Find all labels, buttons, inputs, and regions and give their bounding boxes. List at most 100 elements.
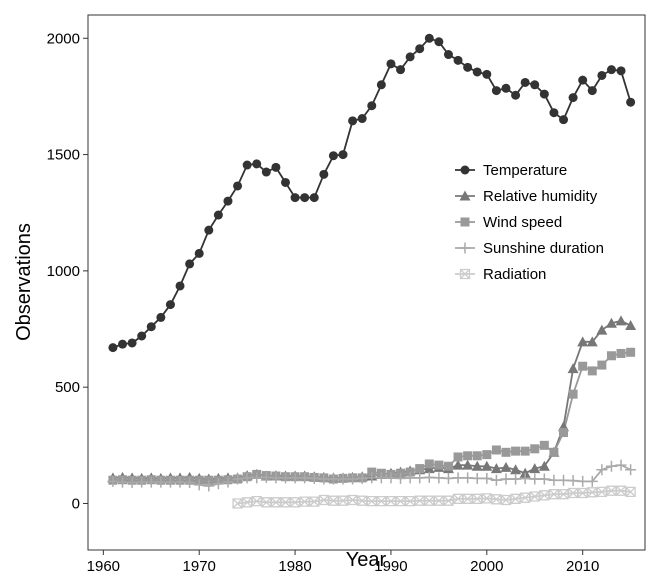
point (549, 108, 559, 118)
point (500, 473, 512, 485)
point (242, 160, 252, 170)
point (356, 472, 368, 484)
point (539, 440, 549, 450)
point (471, 460, 483, 471)
point (606, 65, 616, 75)
point (348, 116, 358, 126)
point (443, 495, 454, 506)
point (491, 445, 501, 455)
point (501, 447, 511, 457)
point (481, 472, 493, 484)
legend-marker (459, 242, 471, 254)
point (136, 476, 148, 488)
x-axis-label: Year (346, 549, 387, 571)
point (184, 477, 196, 489)
point (520, 446, 530, 456)
point (615, 315, 627, 326)
point (472, 451, 482, 461)
x-tick-label: 1980 (278, 558, 311, 571)
point (510, 473, 522, 485)
legend-label: Wind speed (483, 214, 562, 231)
point (520, 492, 531, 503)
point (586, 475, 598, 487)
point (165, 300, 175, 310)
point (424, 459, 434, 469)
point (337, 473, 349, 485)
point (606, 351, 616, 361)
point (337, 495, 349, 506)
point (414, 472, 426, 484)
point (174, 476, 186, 488)
point (137, 331, 147, 341)
point (625, 320, 637, 331)
point (405, 52, 415, 62)
point (309, 496, 320, 507)
point (462, 472, 474, 484)
point (118, 339, 128, 349)
point (386, 59, 396, 69)
point (433, 472, 445, 484)
point (415, 464, 425, 474)
point (328, 151, 338, 161)
point (289, 472, 301, 484)
point (587, 366, 597, 376)
point (596, 464, 608, 476)
point (347, 473, 359, 485)
point (529, 463, 541, 474)
point (204, 475, 214, 485)
legend-marker (459, 190, 471, 201)
point (626, 347, 636, 357)
y-tick-label: 1500 (47, 147, 80, 164)
point (616, 66, 626, 76)
point (309, 193, 319, 203)
point (472, 67, 482, 77)
x-tick-label: 2010 (566, 558, 599, 571)
legend-marker (459, 268, 471, 280)
point (117, 476, 129, 488)
point (185, 259, 195, 269)
point (482, 69, 492, 79)
point (538, 460, 550, 471)
legend-marker (460, 217, 470, 227)
point (577, 475, 589, 487)
point (261, 167, 271, 177)
point (577, 487, 588, 499)
point (251, 472, 263, 484)
point (193, 479, 205, 491)
point (605, 460, 617, 472)
point (299, 472, 311, 484)
point (586, 336, 598, 347)
point (367, 467, 377, 477)
point (357, 114, 367, 124)
point (203, 480, 215, 492)
point (625, 464, 637, 476)
point (501, 83, 511, 93)
y-axis-label: Observations (13, 223, 35, 341)
point (578, 75, 588, 85)
point (558, 474, 570, 486)
point (404, 472, 416, 484)
plot-frame (87, 14, 646, 551)
point (175, 281, 185, 291)
point (482, 450, 492, 460)
point (434, 460, 444, 470)
point (241, 497, 253, 508)
point (223, 196, 233, 206)
point (500, 461, 512, 472)
legend-label: Relative humidity (483, 188, 598, 205)
y-tick-label: 500 (55, 379, 80, 396)
point (164, 476, 176, 488)
point (145, 476, 157, 488)
point (367, 101, 377, 111)
point (511, 90, 521, 100)
legend-label: Temperature (483, 162, 567, 179)
point (597, 360, 607, 370)
point (155, 476, 167, 488)
point (530, 444, 540, 454)
point (338, 150, 348, 160)
point (626, 97, 636, 107)
point (615, 459, 627, 471)
point (529, 491, 540, 502)
point (597, 70, 607, 80)
